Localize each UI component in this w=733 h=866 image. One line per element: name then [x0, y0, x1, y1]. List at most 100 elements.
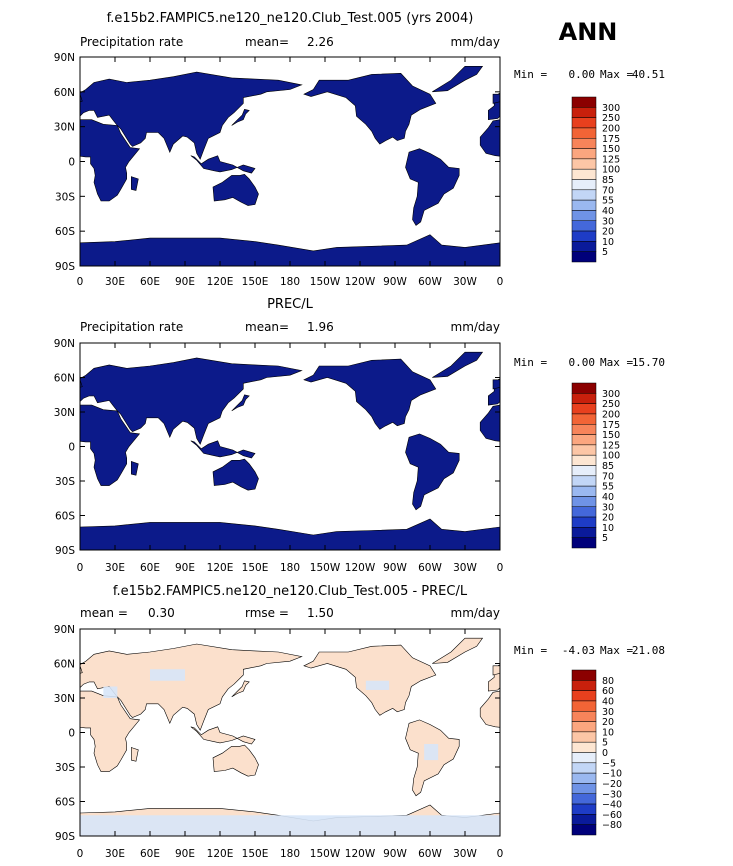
- colorbar-swatch: [571, 444, 597, 456]
- landmass-uk-wrap: [492, 665, 500, 676]
- y-tick-label: 0: [68, 442, 75, 454]
- landmass-north-america: [303, 644, 437, 716]
- y-tick-label: 90N: [54, 52, 75, 64]
- map-panel-3: f.e15b2.FAMPIC5.ne120_ne120.Club_Test.00…: [54, 584, 665, 860]
- min-max-readout: Min = 0.00 Max =40.51: [514, 68, 665, 81]
- x-tick-label: 0: [77, 276, 84, 288]
- colorbar-swatch: [571, 721, 597, 733]
- y-tick-label: 90S: [55, 261, 75, 273]
- colorbar-swatch: [571, 168, 597, 180]
- colorbar-swatch: [571, 117, 597, 129]
- colorbar-label: 60: [602, 686, 614, 697]
- mean-value: 2.26: [307, 35, 334, 49]
- landmass-africa: [80, 690, 141, 772]
- colorbar-label: 30: [602, 502, 614, 513]
- x-tick-label: 0: [77, 562, 84, 574]
- y-tick-label: 0: [68, 728, 75, 740]
- y-tick-label: 90S: [55, 545, 75, 557]
- colorbar-label: −10: [602, 769, 622, 780]
- x-tick-label: 0: [497, 276, 504, 288]
- landmass-uk: [80, 93, 83, 102]
- mean-label: mean=: [245, 320, 289, 334]
- y-tick-label: 60S: [55, 797, 75, 809]
- min-max-readout: Min = -4.03 Max =21.08: [514, 644, 665, 657]
- x-tick-label: 150W: [310, 276, 341, 288]
- colorbar-swatch: [571, 485, 597, 497]
- landmass-uk: [80, 379, 83, 388]
- min-value: -4.03: [562, 644, 595, 657]
- x-tick-label: 0: [497, 848, 504, 860]
- landmass-north-america: [303, 358, 437, 430]
- colorbar-label: 40: [602, 492, 614, 503]
- colorbar-swatch: [571, 199, 597, 211]
- colorbar-label: 300: [602, 103, 620, 114]
- map-panel-2: PREC/L Precipitation rate mean= 1.96 mm/day 0…: [54, 297, 665, 574]
- units-label: mm/day: [451, 320, 501, 334]
- max-label: Max =: [600, 68, 633, 81]
- colorbar-label: 55: [602, 482, 614, 493]
- x-tick-label: 180: [280, 562, 300, 574]
- y-tick-label: 30N: [54, 693, 75, 705]
- colorbar-swatch: [571, 220, 597, 232]
- y-tick-label: 60S: [55, 511, 75, 523]
- x-tick-label: 60E: [140, 848, 160, 860]
- landmass-south-america: [405, 148, 460, 226]
- landmass-madagascar: [131, 460, 139, 476]
- mean-value: 1.96: [307, 320, 334, 334]
- panel-title: f.e15b2.FAMPIC5.ne120_ne120.Club_Test.00…: [113, 584, 468, 599]
- colorbar-label: 150: [602, 144, 620, 155]
- colorbar-swatch: [571, 496, 597, 507]
- y-tick-label: 60N: [54, 373, 75, 385]
- x-tick-label: 60W: [418, 562, 442, 574]
- season-label: ANN: [559, 18, 618, 46]
- colorbar-swatch: [571, 783, 597, 794]
- landmass-africa-wrap: [479, 404, 500, 442]
- landmass-antarctica: [80, 518, 500, 550]
- units-label: mm/day: [451, 606, 501, 620]
- colorbar-label: 125: [602, 154, 620, 165]
- colorbar-label: 40: [602, 206, 614, 217]
- x-tick-label: 150E: [242, 276, 269, 288]
- panel-title: f.e15b2.FAMPIC5.ne120_ne120.Club_Test.00…: [107, 11, 474, 26]
- x-tick-label: 120W: [345, 562, 376, 574]
- x-tick-label: 120E: [207, 562, 234, 574]
- colorbar-swatch: [571, 251, 597, 263]
- landmass-australia: [212, 458, 259, 491]
- max-value: 21.08: [632, 644, 665, 657]
- x-tick-label: 120W: [345, 276, 376, 288]
- colorbar-label: 5: [602, 247, 608, 258]
- x-tick-label: 150E: [242, 848, 269, 860]
- x-tick-label: 60W: [418, 848, 442, 860]
- colorbar-label: 100: [602, 451, 620, 462]
- colorbar-label: 30: [602, 707, 614, 718]
- colorbar-swatch: [571, 230, 597, 242]
- x-tick-label: 90W: [383, 848, 407, 860]
- colorbar-label: 40: [602, 696, 614, 707]
- landmass-south-america: [405, 433, 460, 511]
- max-value: 15.70: [632, 356, 665, 369]
- colorbar-label: 125: [602, 440, 620, 451]
- colorbar-swatch: [571, 711, 597, 722]
- colorbar-label: 20: [602, 717, 614, 728]
- landmass-greenland: [432, 66, 484, 93]
- colorbar-swatch: [571, 700, 597, 712]
- y-tick-label: 60S: [55, 226, 75, 238]
- colorbar-swatch: [571, 527, 597, 538]
- colorbar-swatch: [571, 96, 597, 108]
- colorbar-label: 55: [602, 196, 614, 207]
- colorbar-swatch: [571, 424, 597, 435]
- landmass-australia: [212, 744, 259, 777]
- y-tick-label: 0: [68, 157, 75, 169]
- map-panel-1: f.e15b2.FAMPIC5.ne120_ne120.Club_Test.00…: [54, 11, 665, 288]
- colorbar-swatch: [571, 506, 597, 518]
- negative-anomaly-patch: [150, 669, 185, 681]
- min-label: Min =: [514, 644, 547, 657]
- colorbar-label: −40: [602, 800, 622, 811]
- x-tick-label: 60E: [140, 276, 160, 288]
- colorbar-label: 70: [602, 471, 614, 482]
- colorbar-swatch: [571, 403, 597, 415]
- x-tick-label: 90W: [383, 562, 407, 574]
- x-tick-label: 0: [77, 848, 84, 860]
- colorbar-label: 85: [602, 175, 614, 186]
